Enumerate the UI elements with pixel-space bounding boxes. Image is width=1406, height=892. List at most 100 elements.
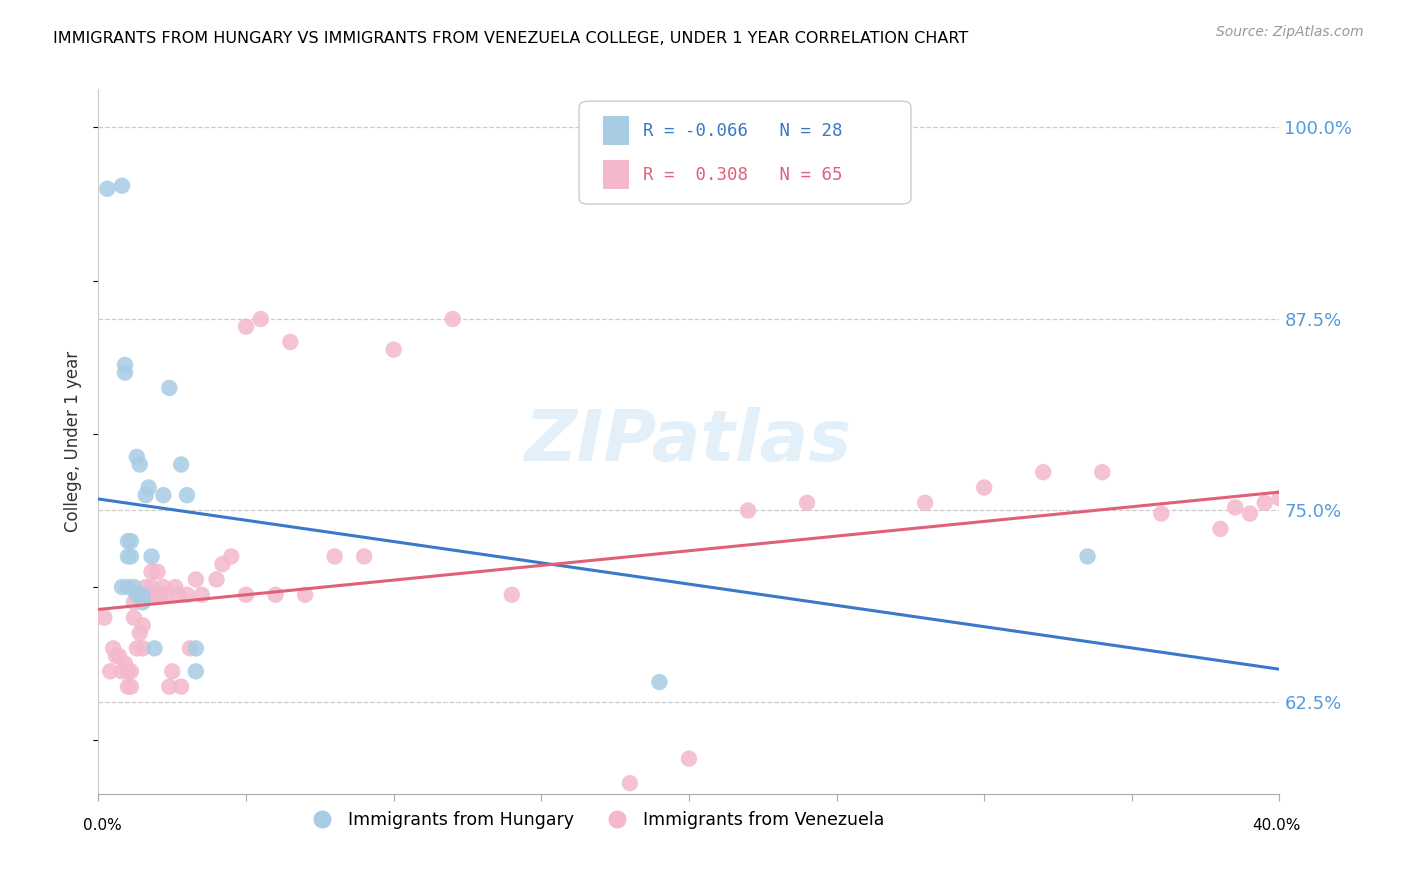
Text: 0.0%: 0.0%: [83, 818, 122, 832]
Point: [176, 488, 198, 502]
FancyBboxPatch shape: [603, 116, 628, 145]
Point: [128, 458, 150, 472]
Point: [155, 588, 177, 602]
Point: [264, 588, 287, 602]
Point: [501, 588, 523, 602]
Point: [184, 641, 207, 656]
Point: [141, 580, 163, 594]
Point: [1254, 496, 1277, 510]
Point: [162, 665, 183, 679]
Point: [135, 488, 157, 502]
Point: [120, 665, 142, 679]
Point: [98, 665, 121, 679]
Point: [157, 381, 180, 395]
Point: [117, 680, 139, 694]
Point: [1077, 549, 1099, 564]
Point: [138, 588, 160, 602]
Point: [122, 595, 145, 609]
Point: [170, 458, 193, 472]
Point: [1209, 522, 1232, 536]
Point: [105, 648, 128, 663]
Point: [114, 358, 136, 372]
Text: IMMIGRANTS FROM HUNGARY VS IMMIGRANTS FROM VENEZUELA COLLEGE, UNDER 1 YEAR CORRE: IMMIGRANTS FROM HUNGARY VS IMMIGRANTS FR…: [53, 31, 969, 46]
Point: [96, 182, 118, 196]
Point: [184, 665, 207, 679]
Point: [122, 580, 145, 594]
Point: [111, 665, 134, 679]
Point: [737, 503, 759, 517]
Point: [1150, 507, 1173, 521]
Point: [678, 751, 700, 765]
FancyBboxPatch shape: [579, 101, 911, 204]
Text: R =  0.308   N = 65: R = 0.308 N = 65: [643, 166, 842, 184]
Point: [117, 549, 139, 564]
Point: [167, 588, 190, 602]
Point: [93, 610, 115, 624]
Point: [128, 626, 150, 640]
Point: [141, 565, 163, 579]
Point: [280, 334, 302, 349]
Point: [382, 343, 405, 357]
Point: [120, 534, 142, 549]
Point: [111, 178, 134, 193]
Point: [914, 496, 936, 510]
Point: [323, 549, 346, 564]
Point: [1091, 465, 1114, 479]
Point: [122, 610, 145, 624]
Point: [132, 618, 155, 632]
Legend: Immigrants from Hungary, Immigrants from Venezuela: Immigrants from Hungary, Immigrants from…: [298, 804, 891, 836]
Point: [125, 641, 148, 656]
Point: [184, 573, 207, 587]
Point: [1268, 491, 1291, 506]
Point: [179, 641, 201, 656]
Point: [176, 588, 198, 602]
Point: [125, 450, 148, 464]
Point: [143, 588, 166, 602]
Text: Source: ZipAtlas.com: Source: ZipAtlas.com: [1216, 25, 1364, 39]
Point: [353, 549, 375, 564]
Point: [294, 588, 316, 602]
Point: [250, 312, 273, 326]
Point: [138, 481, 160, 495]
Point: [973, 481, 995, 495]
Point: [796, 496, 818, 510]
Point: [114, 657, 136, 671]
Point: [111, 580, 134, 594]
Point: [619, 776, 641, 790]
Point: [108, 648, 131, 663]
Point: [114, 366, 136, 380]
Text: R = -0.066   N = 28: R = -0.066 N = 28: [643, 121, 842, 140]
Point: [152, 488, 174, 502]
Point: [125, 588, 148, 602]
Point: [146, 565, 169, 579]
FancyBboxPatch shape: [603, 160, 628, 189]
Point: [152, 580, 174, 594]
Point: [157, 680, 180, 694]
Text: 40.0%: 40.0%: [1253, 818, 1301, 832]
Point: [120, 549, 142, 564]
Point: [1239, 507, 1261, 521]
Point: [132, 595, 155, 609]
Point: [205, 573, 228, 587]
Point: [1225, 500, 1247, 515]
Point: [117, 534, 139, 549]
Point: [170, 680, 193, 694]
Point: [141, 549, 163, 564]
Point: [1032, 465, 1054, 479]
Point: [546, 797, 568, 812]
Point: [235, 588, 257, 602]
Point: [117, 665, 139, 679]
Point: [235, 319, 257, 334]
Point: [441, 312, 464, 326]
Point: [165, 580, 187, 594]
Point: [103, 641, 125, 656]
Point: [132, 641, 155, 656]
Y-axis label: College, Under 1 year: College, Under 1 year: [65, 351, 83, 533]
Point: [143, 641, 166, 656]
Point: [120, 680, 142, 694]
Point: [149, 588, 172, 602]
Point: [221, 549, 243, 564]
Point: [135, 580, 157, 594]
Point: [146, 588, 169, 602]
Text: ZIPatlas: ZIPatlas: [526, 407, 852, 476]
